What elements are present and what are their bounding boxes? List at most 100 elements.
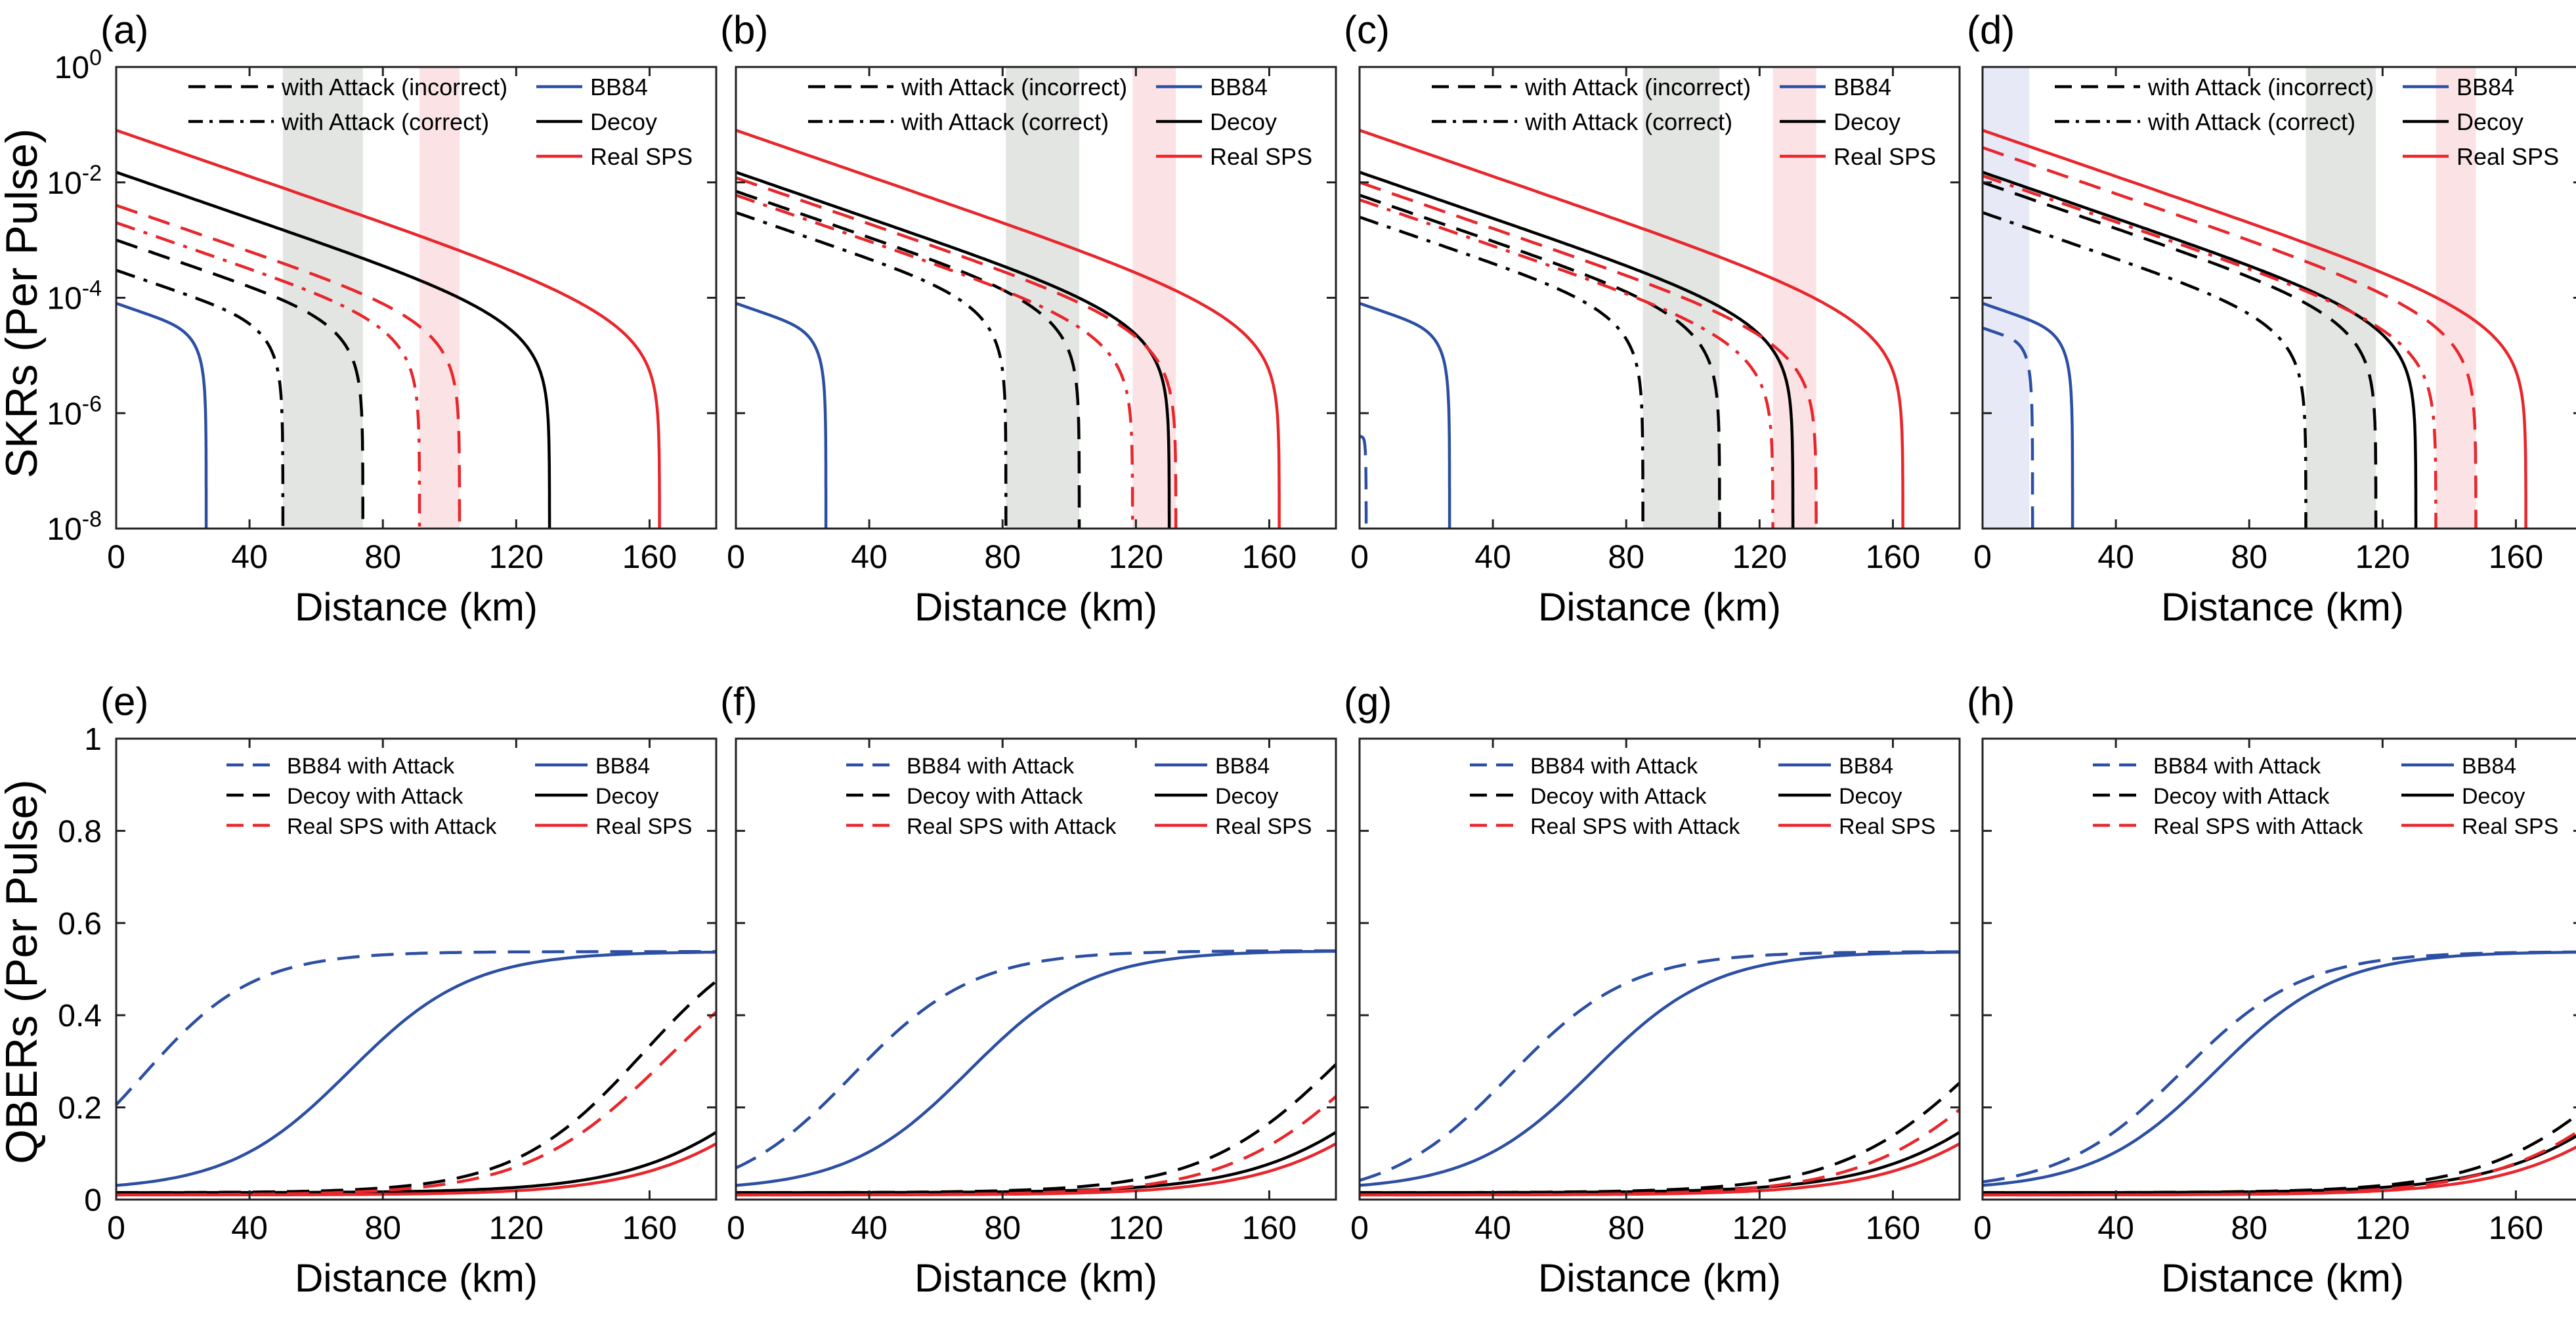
x-tick-label: 40 <box>231 1209 268 1246</box>
skr-y-axis-label: SKRs (Per Pulse) <box>0 129 47 479</box>
legend-label: Real SPS <box>1215 814 1312 839</box>
legend-label: Decoy <box>1215 784 1278 809</box>
x-tick-label: 160 <box>1866 538 1920 575</box>
legend-label: BB84 <box>1215 754 1270 779</box>
series-decoy <box>116 171 551 529</box>
x-tick-label: 80 <box>364 538 401 575</box>
legend-label: Real SPS with Attack <box>907 814 1117 839</box>
panel-f: 0 40 80 120 160 Distance (km) (f) BB84 with Att… <box>720 680 1337 1300</box>
x-tick-label: 0 <box>107 1209 125 1246</box>
y-tick-label-base: 10 <box>47 282 81 316</box>
series-real-sps <box>736 1142 1336 1197</box>
panel-label: (h) <box>1967 680 2015 724</box>
legend-label: Decoy <box>1210 108 1277 135</box>
x-tick-label: 0 <box>107 538 125 575</box>
plot-area <box>736 67 1281 529</box>
panel-label: (b) <box>720 8 768 52</box>
x-axis-label: Distance (km) <box>295 1256 538 1300</box>
y-tick-label: 0.2 <box>58 1091 102 1126</box>
y-tick-label-exponent: -8 <box>82 507 102 532</box>
panel-d: 0 40 80 120 160 Distance (km) (d) with Attack (… <box>1967 8 2576 629</box>
x-axis-label: Distance (km) <box>1538 585 1781 629</box>
series-decoy <box>1360 1131 1960 1194</box>
legend-label: BB84 with Attack <box>907 754 1075 779</box>
x-tick-label: 120 <box>2355 538 2410 575</box>
x-axis-label: Distance (km) <box>914 585 1157 629</box>
panel-h: 0 40 80 120 160 Distance (km) (h) BB84 with Att… <box>1967 680 2576 1300</box>
series-decoy-with-attack-correct <box>116 269 285 529</box>
series-decoy <box>1983 1134 2576 1194</box>
shaded-band <box>1772 67 1816 529</box>
x-tick-label: 80 <box>984 538 1021 575</box>
y-tick-label-exponent: -6 <box>82 391 102 416</box>
x-tick-label: 80 <box>984 1209 1021 1246</box>
series-bb84 <box>116 301 208 529</box>
series-decoy <box>736 171 1171 529</box>
series-real-sps-with-attack <box>736 1095 1336 1197</box>
legend-label: with Attack (incorrect) <box>901 74 1127 100</box>
x-axis-label: Distance (km) <box>2161 585 2404 629</box>
x-tick-label: 0 <box>1350 1209 1369 1246</box>
y-tick-label: 0.8 <box>58 814 102 849</box>
panel-b: 0 40 80 120 160 Distance (km) (b) with Attack (… <box>720 8 1337 629</box>
legend: BB84 with Attack Decoy with Attack Real SP… <box>1470 754 1935 839</box>
y-tick-label-base: 10 <box>47 512 81 547</box>
x-tick-label: 120 <box>1732 538 1787 575</box>
panel-label: (e) <box>100 680 148 724</box>
x-tick-label: 160 <box>622 1209 677 1246</box>
x-tick-label: 80 <box>364 1209 401 1246</box>
legend-label: BB84 with Attack <box>1530 754 1698 779</box>
legend-label: BB84 with Attack <box>2153 754 2321 779</box>
legend-label: with Attack (incorrect) <box>2147 74 2374 100</box>
x-tick-label: 80 <box>2231 538 2267 575</box>
legend-label: Decoy <box>590 108 657 135</box>
plot-area <box>116 950 716 1197</box>
plot-area <box>1360 950 1960 1197</box>
y-tick-label-exponent: 0 <box>89 45 102 70</box>
x-tick-label: 120 <box>489 1209 544 1246</box>
legend-label: Decoy with Attack <box>2153 784 2330 809</box>
series-bb84-with-attack <box>116 950 716 1106</box>
series-decoy-with-attack-incorrect <box>116 238 365 529</box>
x-tick-label: 160 <box>2489 1209 2543 1246</box>
x-tick-label: 120 <box>489 538 544 575</box>
series-real-sps <box>116 129 661 529</box>
series-real-sps-with-attack-correct <box>1360 198 1774 529</box>
y-tick-label-base: 10 <box>54 51 89 85</box>
x-tick-label: 80 <box>1608 1209 1644 1246</box>
plot-frame <box>115 737 718 1201</box>
y-tick-label: 1 <box>84 722 102 757</box>
x-tick-label: 0 <box>727 1209 745 1246</box>
series-real-sps <box>736 129 1281 529</box>
plot-area <box>116 67 661 529</box>
series-bb84-with-attack <box>1360 950 1960 1182</box>
series-real-sps <box>1983 1145 2576 1197</box>
x-axis-label: Distance (km) <box>914 1256 1157 1300</box>
y-tick-label: 10-8 <box>47 507 102 547</box>
panel-label: (a) <box>100 8 148 52</box>
panel-g: 0 40 80 120 160 Distance (km) (g) BB84 with Att… <box>1344 680 1961 1300</box>
series-decoy-with-attack-incorrect <box>1360 194 1721 529</box>
legend-label: Decoy <box>2457 108 2523 135</box>
series-bb84-with-attack <box>1360 435 1368 529</box>
series-real-sps <box>116 1142 716 1197</box>
legend-label: BB84 with Attack <box>287 754 455 779</box>
y-tick-label: 0.4 <box>58 999 102 1033</box>
series-decoy-with-attack-incorrect <box>1983 181 2378 529</box>
legend-label: Real SPS <box>595 814 692 839</box>
panel-label: (g) <box>1344 680 1392 724</box>
plot-frame <box>735 737 1337 1201</box>
x-tick-label: 120 <box>1732 1209 1787 1246</box>
series-decoy <box>116 1131 716 1194</box>
y-tick-label-base: 10 <box>47 397 81 431</box>
x-tick-label: 160 <box>1866 1209 1920 1246</box>
legend-label: Decoy <box>2462 784 2525 809</box>
x-tick-label: 0 <box>727 538 745 575</box>
legend-label: with Attack (incorrect) <box>1524 74 1751 100</box>
x-tick-label: 0 <box>1973 1209 1992 1246</box>
series-bb84-with-attack <box>1983 326 2034 529</box>
legend-label: Real SPS <box>590 143 693 170</box>
shaded-band <box>2306 67 2376 529</box>
legend-label: BB84 <box>2462 754 2516 779</box>
